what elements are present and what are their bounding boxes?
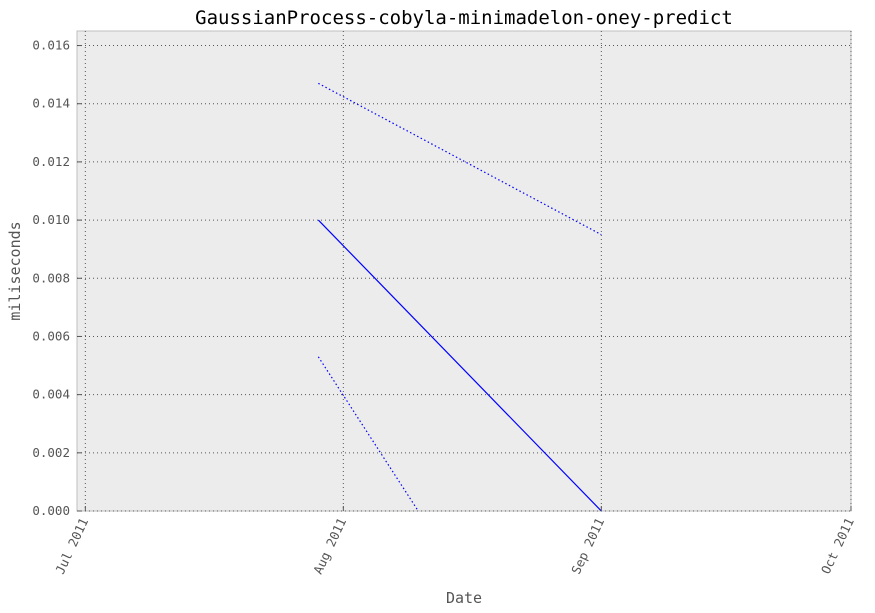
y-tick-label: 0.006 (32, 328, 70, 343)
y-tick-label: 0.000 (32, 503, 70, 518)
x-ticks: Jul 2011 Aug 2011 Sep 2011 Oct 2011 (52, 506, 857, 576)
y-ticks: 0.000 0.002 0.004 0.006 0.008 0.010 0.012 0.014… (32, 38, 82, 518)
series-group (317, 82, 602, 512)
series-line-2 (318, 82, 602, 236)
x-axis-label: Date (446, 589, 482, 607)
y-tick-label: 0.016 (32, 38, 70, 53)
series-line-3 (317, 356, 419, 512)
y-tick-label: 0.012 (32, 154, 70, 169)
y-tick-label: 0.002 (32, 445, 70, 460)
series-line-1 (317, 219, 602, 512)
y-tick-label: 0.014 (32, 96, 70, 111)
grid (77, 31, 852, 512)
x-tick-label: Oct 2011 (818, 515, 857, 576)
y-axis-label: miliseconds (6, 221, 24, 320)
y-tick-label: 0.004 (32, 387, 70, 402)
chart-title: GaussianProcess-cobyla-minimadelon-oney-… (195, 7, 733, 29)
x-tick-label: Jul 2011 (52, 515, 91, 576)
plot-area (76, 30, 852, 512)
x-tick-label: Aug 2011 (310, 515, 349, 576)
y-tick-label: 0.008 (32, 270, 70, 285)
x-tick-label: Sep 2011 (568, 515, 607, 576)
y-tick-label: 0.010 (32, 212, 70, 227)
